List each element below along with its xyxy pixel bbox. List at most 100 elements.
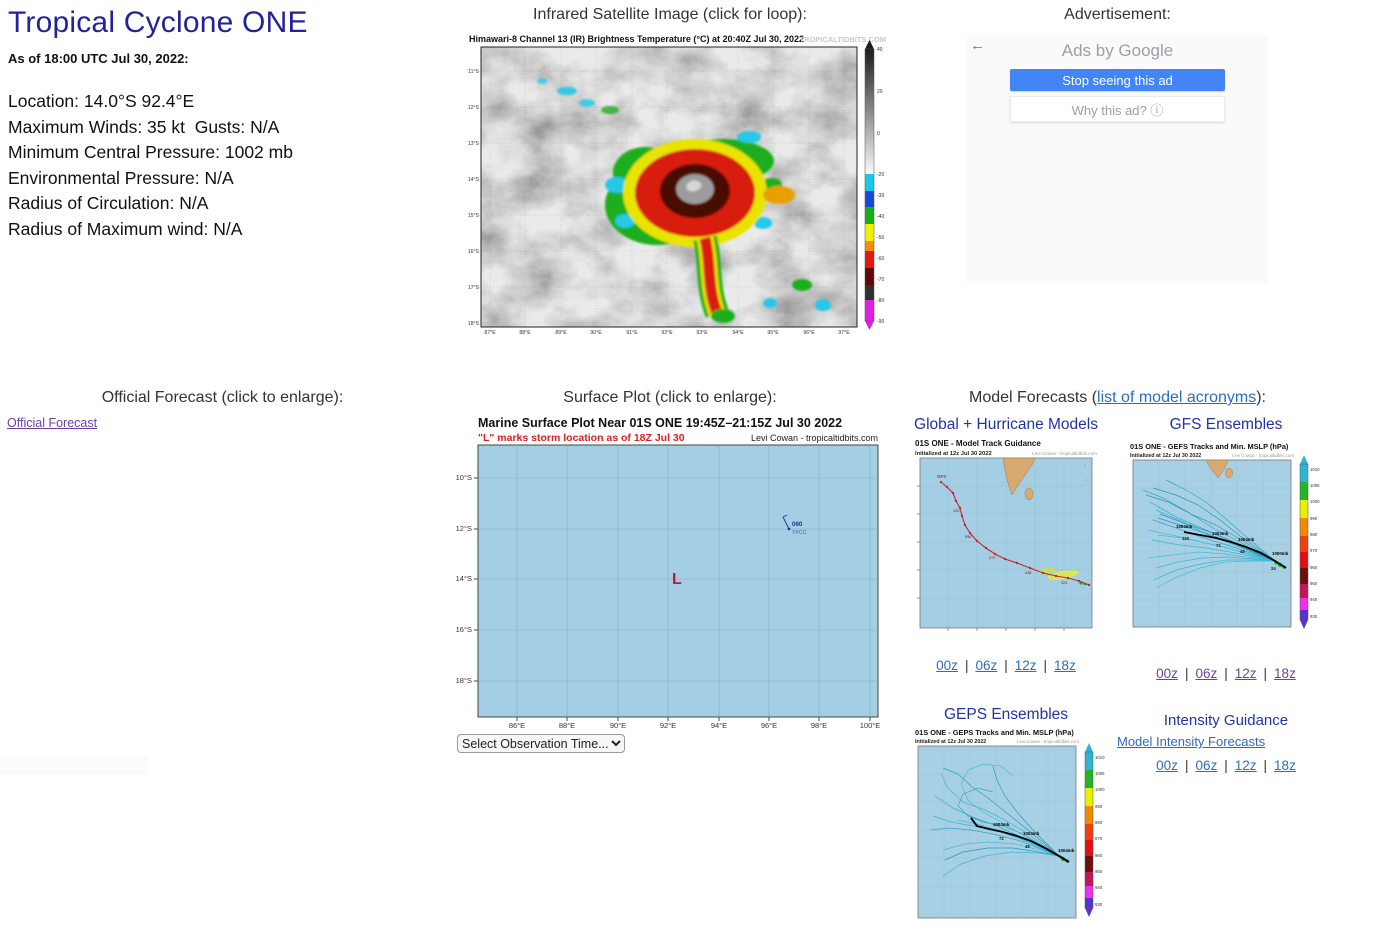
geps-cbtick: 980 (1095, 820, 1103, 825)
ads-by-google-label: Ads by Google (1061, 41, 1174, 60)
gfs-run-link-06z[interactable]: 06z (1195, 666, 1218, 681)
global-run-link-00z[interactable]: 00z (936, 658, 958, 673)
gfs-run-link-18z[interactable]: 18z (1274, 666, 1296, 681)
geps-gridlines (918, 746, 1076, 918)
surface-xtick: 98°E (811, 721, 827, 730)
geps-colorbar-ticks: 1010 1005 1000 990 980 970 960 950 940 9… (1095, 755, 1105, 907)
global-run-link-18z[interactable]: 18z (1054, 658, 1076, 673)
surface-ytick: 14°S (456, 574, 472, 583)
gefs-mslp-label: 1003mb (1212, 531, 1229, 536)
ad-back-arrow-icon[interactable]: ← (970, 37, 985, 54)
satellite-section-header: Infrared Satellite Image (click for loop… (533, 6, 807, 23)
geps-cbtick: 960 (1095, 853, 1103, 858)
faint-overlay-box (0, 755, 148, 775)
global-models-run-links: 00z | 06z | 12z | 18z (913, 658, 1099, 673)
geps-cbtick: 1000 (1095, 787, 1105, 792)
geps-colorbar: 1010 1005 1000 990 980 970 960 950 940 9… (1084, 743, 1105, 917)
geps-cbtick: 1010 (1095, 755, 1105, 760)
surface-x-axis: 86°E 88°E 90°E 92°E 94°E 96°E 98°E 100°E (509, 721, 880, 730)
sat-xtick: 94°E (732, 330, 744, 335)
stop-seeing-ad-button[interactable]: Stop seeing this ad (1010, 69, 1225, 91)
sat-cbtick: -20 (877, 172, 884, 178)
gefs-title: 01S ONE - GEFS Tracks and Min. MSLP (hPa… (1130, 442, 1289, 451)
gefs-cbtick: 950 (1310, 581, 1318, 586)
model-forecasts-header-pre: Model Forecasts ( (969, 389, 1098, 406)
satellite-image[interactable]: Himawari-8 Channel 13 (IR) Brightness Te… (467, 33, 888, 335)
as-of-timestamp: As of 18:00 UTC Jul 30, 2022: (8, 51, 189, 66)
separator: | (1184, 758, 1189, 773)
model-acronyms-link[interactable]: list of model acronyms (1097, 389, 1257, 406)
intensity-run-link-18z[interactable]: 18z (1274, 758, 1296, 773)
intensity-run-link-06z[interactable]: 06z (1195, 758, 1218, 773)
model-intensity-forecasts-link[interactable]: Model Intensity Forecasts (1117, 734, 1266, 749)
surface-plot-subtitle: "L" marks storm location as of 18Z Jul 3… (478, 432, 685, 444)
sat-ytick: 11°S (468, 69, 479, 75)
global-models-header: Global + Hurricane Models (914, 416, 1098, 433)
sat-xtick: 88°E (519, 330, 531, 335)
ad-section-header: Advertisement: (1064, 6, 1171, 23)
gefs-cbtick: 1005 (1310, 483, 1320, 488)
satellite-map: 11°S 12°S 13°S 14°S 15°S 16°S 17°S 18°S … (468, 46, 858, 335)
gefs-colorbar-ticks: 1010 1005 1000 990 980 970 960 950 940 9… (1310, 467, 1320, 619)
gefs-mslp-label: 1004mb (1176, 524, 1193, 529)
station-id: YPCC (792, 530, 807, 536)
geps-mslp-label: 1003mb (993, 822, 1010, 827)
surface-plot-ticks (474, 477, 871, 721)
sat-ytick: 14°S (468, 177, 480, 183)
gefs-hour-label: 72 (1216, 543, 1221, 548)
gefs-tracks-image[interactable]: 01S ONE - GEFS Tracks and Min. MSLP (hPa… (1128, 440, 1324, 640)
sat-ytick: 15°S (468, 213, 480, 219)
surface-xtick: 96°E (761, 721, 777, 730)
track-hour-label: 096 (965, 535, 971, 539)
forecast-track: 024 048 072 096 120 GFS (937, 474, 1091, 587)
gefs-hour-label: 48 (1240, 549, 1245, 554)
geps-init: Initialized at 12z Jul 30 2022 (915, 739, 986, 745)
surface-plot-title: Marine Surface Plot Near 01S ONE 19:45Z–… (478, 416, 842, 430)
gfs-run-link-00z[interactable]: 00z (1156, 666, 1178, 681)
intensity-run-link-12z[interactable]: 12z (1234, 758, 1257, 773)
geps-tracks-image[interactable]: 01S ONE - GEPS Tracks and Min. MSLP (hPa… (913, 726, 1109, 928)
model-track-guidance-image[interactable]: 01S ONE - Model Track Guidance Initializ… (913, 437, 1099, 641)
gefs-hour-label: 120 (1182, 536, 1190, 541)
surface-ytick: 16°S (456, 625, 472, 634)
official-forecast-link[interactable]: Official Forecast (7, 416, 98, 430)
surface-plot-image[interactable]: Marine Surface Plot Near 01S ONE 19:45Z–… (456, 414, 880, 730)
surface-ytick: 10°S (456, 473, 472, 482)
observation-time-select[interactable]: Select Observation Time... (457, 734, 625, 753)
track-guidance-title: 01S ONE - Model Track Guidance (915, 439, 1041, 448)
global-run-link-12z[interactable]: 12z (1014, 658, 1037, 673)
storm-max-winds: Maximum Winds: 35 kt Gusts: N/A (8, 116, 280, 137)
gefs-colorbar: 1010 1005 1000 990 980 970 960 950 940 9… (1299, 455, 1320, 629)
global-run-link-06z[interactable]: 06z (975, 658, 998, 673)
intensity-run-link-00z[interactable]: 00z (1156, 758, 1178, 773)
track-guidance-init: Initialized at 12z Jul 30 2022 (915, 451, 992, 457)
gefs-mslp-label: 1004mb (1238, 537, 1255, 542)
station-plot-ypcc: 060 YPCC (782, 514, 807, 536)
gefs-cbtick: 940 (1310, 597, 1318, 602)
gefs-init: Initialized at 12z Jul 30 2022 (1130, 453, 1201, 459)
geps-cbtick: 930 (1095, 902, 1103, 907)
sat-xtick: 91°E (626, 330, 638, 335)
geps-ocean (917, 745, 1077, 919)
separator: | (964, 658, 969, 673)
sat-xtick: 89°E (555, 330, 567, 335)
separator: | (1224, 666, 1228, 681)
separator: | (1263, 666, 1268, 681)
separator: | (1224, 758, 1228, 773)
gefs-ocean (1132, 459, 1292, 628)
station-value: 060 (792, 521, 803, 528)
gefs-member-tracks (1142, 479, 1276, 589)
geps-mean-track: 1004mb 1004mb 1003mb 48 72 (970, 817, 1075, 863)
track-hour-label: 120 (953, 509, 959, 513)
gfs-ensembles-header: GFS Ensembles (1169, 416, 1283, 433)
intensity-run-links: 00z | 06z | 12z | 18z (1128, 758, 1324, 773)
gfs-run-link-12z[interactable]: 12z (1234, 666, 1257, 681)
geps-cbtick: 1005 (1095, 771, 1105, 776)
gefs-mslp-label: 1000mb (1272, 551, 1289, 556)
surface-ytick: 12°S (456, 524, 472, 533)
track-end-model-label: GFS (937, 474, 946, 479)
storm-env-pressure: Environmental Pressure: N/A (8, 167, 234, 188)
why-this-ad-button[interactable]: Why this ad? ⓘ (1010, 96, 1225, 122)
satellite-watermark: TROPICALTIDBITS.COM (799, 35, 886, 44)
